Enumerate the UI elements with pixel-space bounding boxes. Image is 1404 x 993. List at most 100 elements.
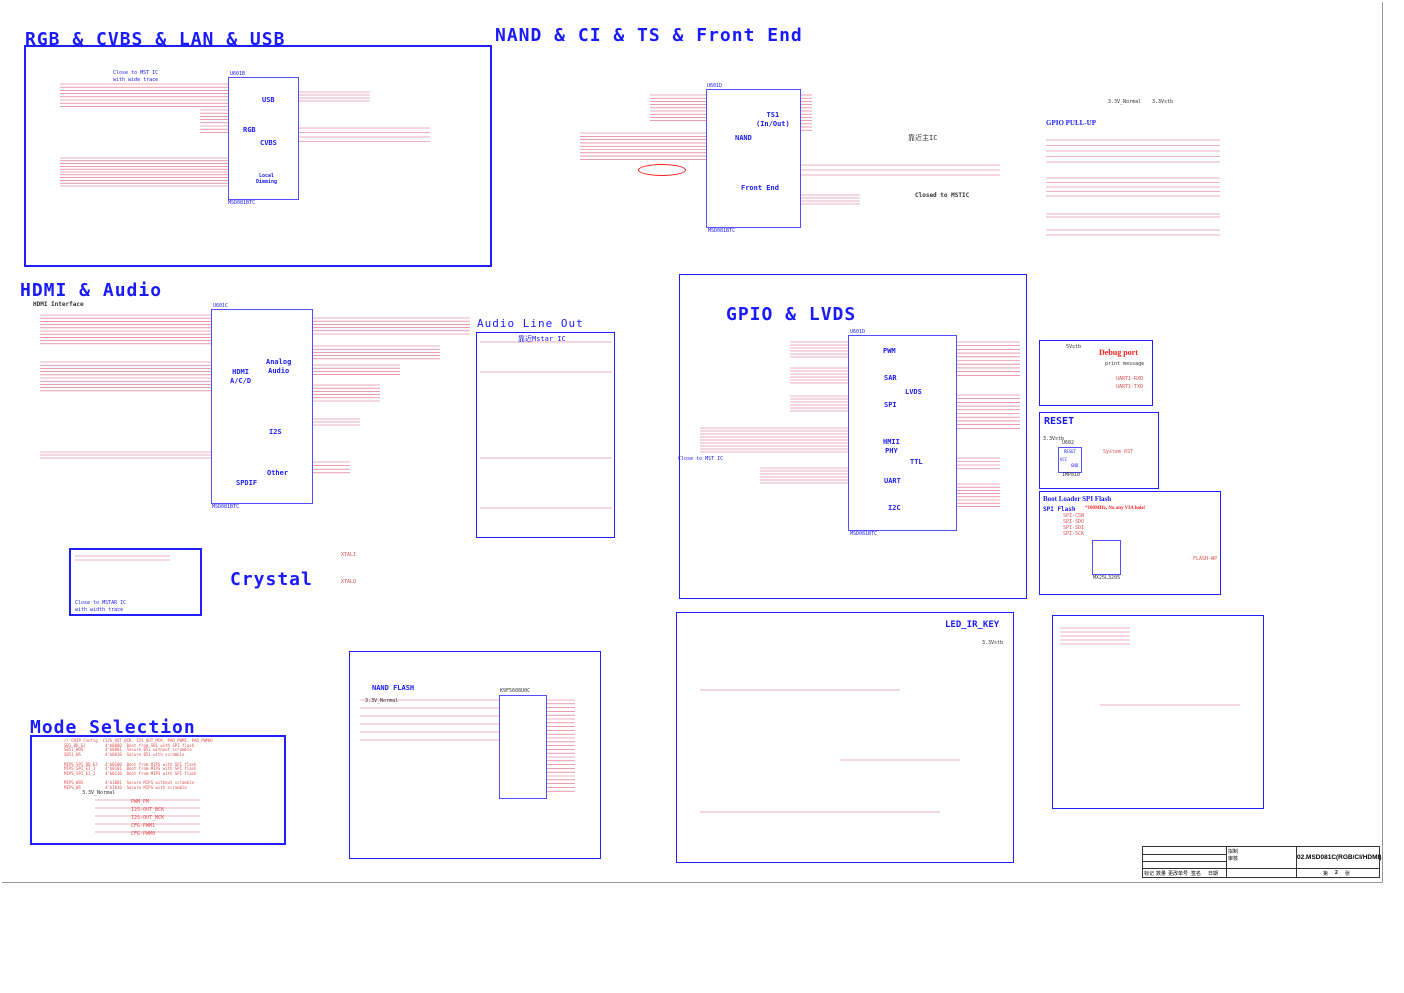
bootloader-warning: *100MHz, No any VIA hole! <box>1085 506 1146 511</box>
section-misc-gpio <box>1052 615 1264 809</box>
section-title-gpio-lvds: GPIO & LVDS <box>726 304 857 325</box>
reset-net: System RST <box>1103 449 1134 455</box>
nand-note-cn: 靠近主IC <box>908 134 938 142</box>
mode-net-mck: I2S-OUT_MCK <box>131 815 165 821</box>
mode-config-line: MIPS_SPI_EJ_1 4'b0101 Boot from MIPS wit… <box>64 766 197 772</box>
block-sar: SAR <box>884 374 897 382</box>
mode-net-pwm1: CFG-PWM1 <box>131 823 156 829</box>
mode-config-line: SB51_WS 4'b0010 Secure B51 with scramble <box>64 752 185 758</box>
mode-supply: 3.3V_Normal <box>82 790 116 796</box>
section-rgb <box>24 45 492 267</box>
section-decoupling <box>69 548 202 616</box>
block-spdif: SPDIF <box>236 479 258 487</box>
reset-supply: 3.3Vstb <box>1043 436 1065 442</box>
section-reset <box>1039 412 1159 489</box>
mode-config-line: MIPS_WOS 4'b1001 Secure MIPS without scr… <box>64 780 195 786</box>
flash-wp-net: FLASH-WP <box>1193 556 1218 562</box>
hdmi-chip-ref: U601C <box>213 303 229 309</box>
rgb-chip-ref: U601B <box>230 71 246 77</box>
block-uart: UART <box>884 477 901 485</box>
block-usb: USB <box>262 96 275 104</box>
nand-chip <box>706 89 801 228</box>
block-ts1: TS1 (In/Out) <box>756 111 790 128</box>
hdmi-chip <box>211 309 313 504</box>
block-hmii-phy: HMII PHY <box>883 438 900 455</box>
pullup-supply-2: 3.3Vstb <box>1152 99 1174 105</box>
pullup-supply-1: 3.3V_Normal <box>1108 99 1142 105</box>
section-title-mode: Mode Selection <box>30 717 196 738</box>
mode-net-bck: I2S-OUT_BCK <box>131 807 165 813</box>
tb-sheet-suffix: 张 <box>1345 871 1351 877</box>
nand-chip-part: MSD081BTC <box>708 228 736 234</box>
section-title-rgb: RGB & CVBS & LAN & USB <box>25 29 286 50</box>
nand-note-close: Closed to MSTIC <box>915 192 970 199</box>
led-ir-key-title: LED_IR_KEY <box>945 620 1000 630</box>
mode-config-line: MIPS_SPI_BD_EJ 4'b0100 Boot from MIPS wi… <box>64 761 197 767</box>
nand-chip-ref: U601D <box>707 83 723 89</box>
block-analog-audio: Analog Audio <box>266 358 292 375</box>
section-nand-flash <box>349 651 601 859</box>
mode-config-line: MIPS_SPI_EJ_2 4'b0110 Boot from MIPS wit… <box>64 770 197 776</box>
tb-col-sign: 签名 <box>1191 871 1202 877</box>
block-local-dimming: Local Dimming <box>256 173 278 185</box>
section-bootloader <box>1039 491 1221 595</box>
highlight-ellipse <box>638 164 686 176</box>
section-debug <box>1039 340 1153 406</box>
mode-config-line: MIPS_WS 4'b1010 Secure MIPS with scrambl… <box>64 785 187 790</box>
reset-pin-reset: RESET <box>1064 449 1077 454</box>
reset-title: RESET <box>1044 416 1075 427</box>
gpio-chip <box>848 335 957 531</box>
gpio-chip-part: MSD081BTC <box>850 531 878 537</box>
block-cvbs: CVBS <box>260 139 277 147</box>
gpio-chip-ref: U601D <box>850 329 866 335</box>
section-mode <box>30 735 286 845</box>
tb-col-change: 更改单号 <box>1168 871 1189 877</box>
spi-net-csn: SPI-CSN <box>1063 513 1085 519</box>
reset-chip-ref: U602 <box>1062 440 1075 446</box>
block-pwm: PWM <box>883 347 896 355</box>
rgb-chip <box>228 77 299 200</box>
section-title-crystal: Crystal <box>230 569 313 590</box>
tb-doc-title: 02.MSD081C(RGB/CI/HDMI) <box>1297 854 1382 861</box>
tb-sheet-label: 第 <box>1323 871 1329 877</box>
block-nand: NAND <box>735 134 752 142</box>
decoupling-note: Close to MSTAR IC with width trace <box>75 600 127 613</box>
debug-title: Debug port <box>1099 348 1138 357</box>
tb-sheet-no: 2 <box>1335 870 1338 876</box>
hdmi-chip-part: MSD081BTC <box>212 504 240 510</box>
tb-checked: 审核 <box>1228 856 1239 862</box>
block-lvds: LVDS <box>905 388 922 396</box>
debug-net-tx: UART1-TXD <box>1116 384 1144 390</box>
spi-net-sdi: SPI-SDI <box>1063 525 1085 531</box>
led-supply: 3.3Vstb <box>982 640 1004 646</box>
tb-col-mark: 标记 <box>1144 871 1155 877</box>
tb-drawn: 拟制 <box>1228 849 1239 855</box>
block-other: Other <box>267 469 289 477</box>
audio-note: 靠近Mstar IC <box>518 335 566 343</box>
section-title-audio: Audio Line Out <box>477 317 584 330</box>
block-front-end: Front End <box>741 184 779 192</box>
mode-net-pwm-pm: PWM_PM <box>131 799 150 805</box>
section-gpio-lvds <box>679 274 1027 599</box>
nand-flash-chip <box>499 695 547 799</box>
section-audio <box>476 332 615 538</box>
section-title-nand: NAND & CI & TS & Front End <box>495 25 803 46</box>
reset-pin-gnd: GND <box>1071 463 1079 468</box>
mode-config-line: SB51_WOS 4'b0001 Secure B51 without scra… <box>64 747 192 753</box>
spi-flash-chip <box>1092 540 1121 575</box>
block-ttl: TTL <box>910 458 923 466</box>
block-hdmi-acd: HDMI A/C/D <box>230 368 252 385</box>
gpio-note: Close to MST IC <box>678 456 724 462</box>
reset-pin-vcc: VCC <box>1060 457 1068 462</box>
bootloader-title: Boot Loader SPI Flash <box>1043 495 1112 503</box>
mode-config-line: // CHIP Config {I2S_OUT_BCK, I2S_OUT_MCK… <box>64 738 214 743</box>
gpio-pullup-title: GPIO PULL-UP <box>1046 119 1096 127</box>
title-block: 拟制 审核 标记 数量 更改单号 签名 日期 02.MSD081C(RGB/CI… <box>1142 846 1382 878</box>
nand-flash-supply: 3.3V_Normal <box>365 698 399 704</box>
reset-chip-part: IMP810 <box>1062 472 1081 478</box>
block-i2c: I2C <box>888 504 901 512</box>
bootloader-subtitle: SPI Flash <box>1043 506 1076 513</box>
rgb-note: Close to MST IC with wide trace <box>113 70 159 83</box>
debug-note: print message <box>1105 361 1145 367</box>
